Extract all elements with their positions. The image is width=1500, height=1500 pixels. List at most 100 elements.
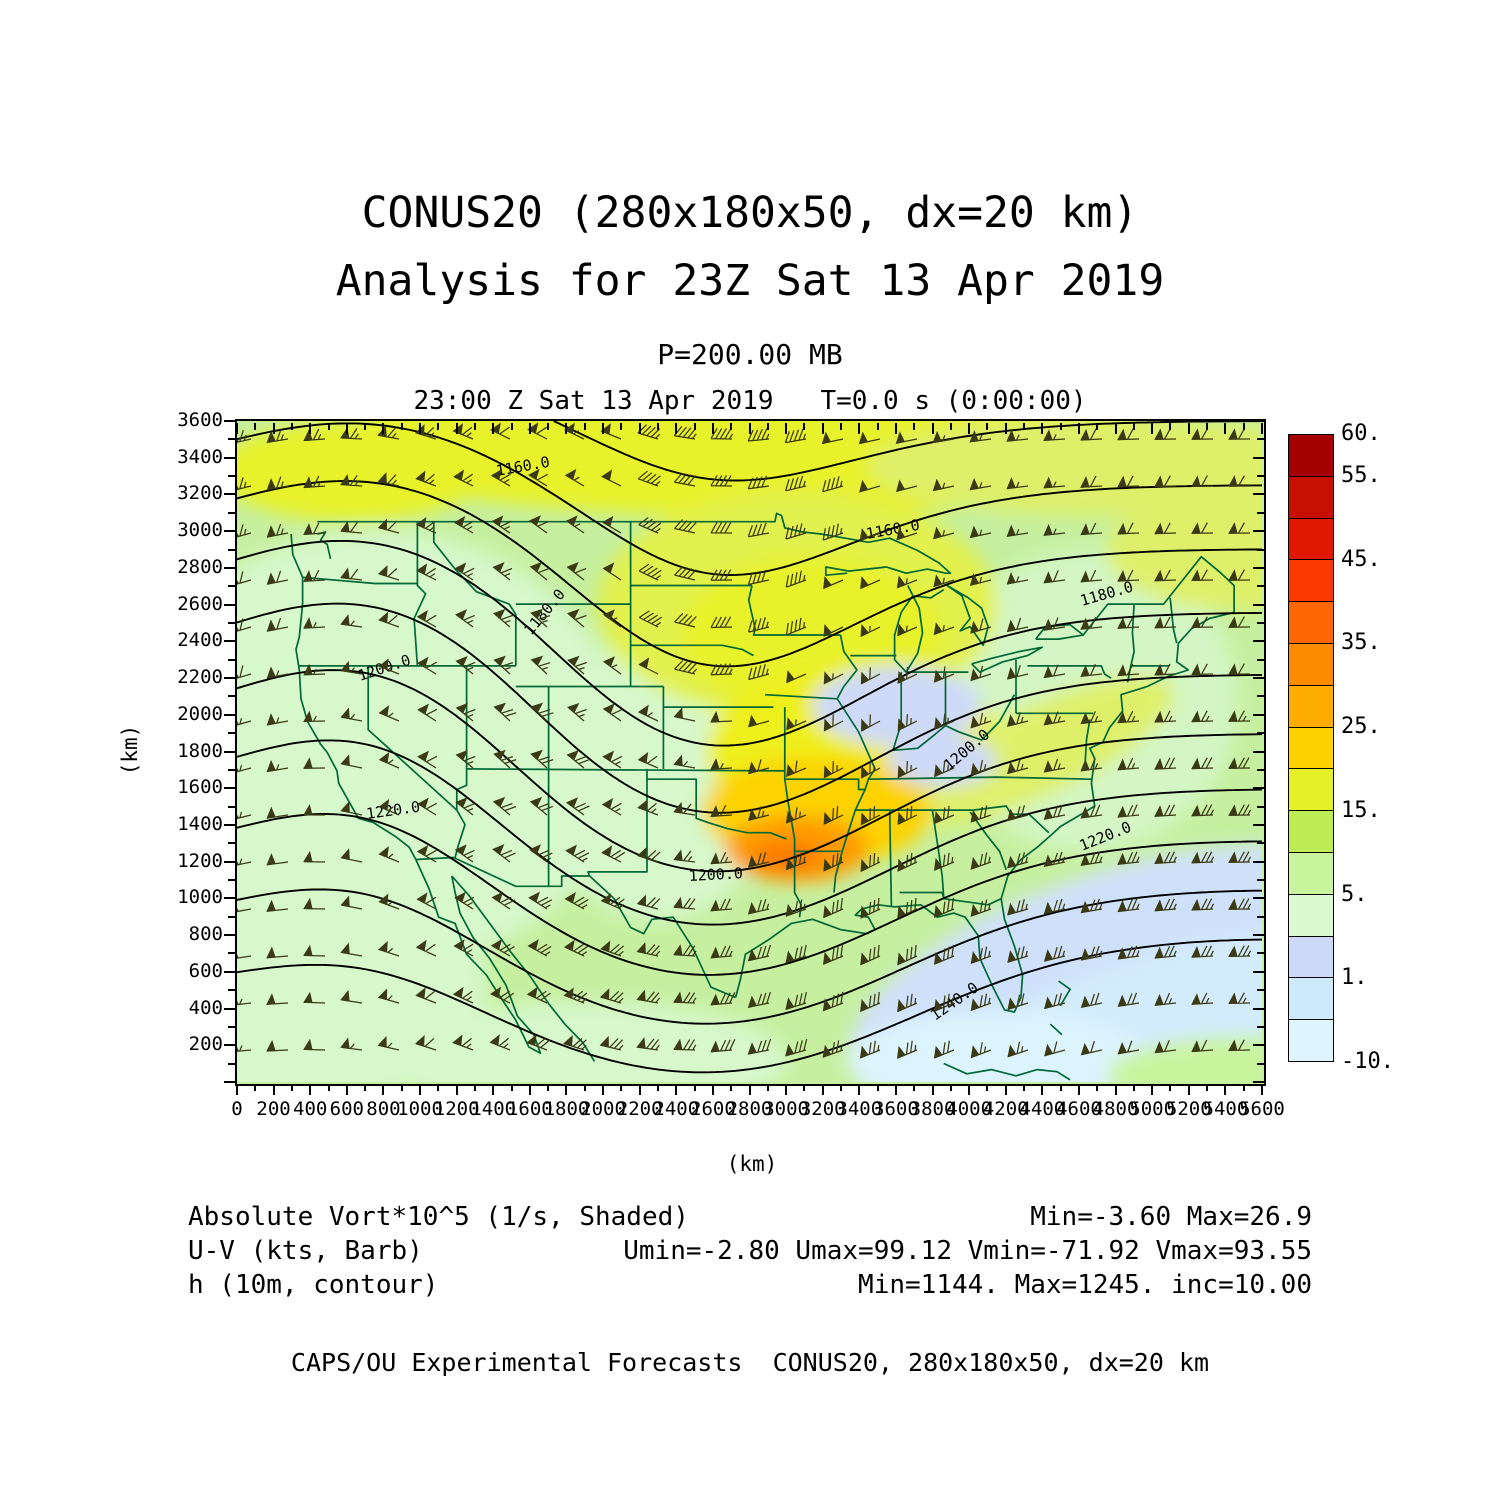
plot-title-line2: Analysis for 23Z Sat 13 Apr 2019 <box>335 256 1165 306</box>
axis-tick <box>693 423 696 430</box>
axis-tick <box>785 423 788 434</box>
height-contours <box>237 421 1262 1074</box>
axis-tick <box>1023 1084 1026 1091</box>
axis-tick <box>1257 585 1264 588</box>
axis-tick <box>1257 952 1264 955</box>
axis-tick <box>858 423 861 434</box>
axis-tick <box>224 787 235 790</box>
axis-tick <box>1023 423 1026 430</box>
x-axis-tick-label: 800 <box>366 1098 401 1120</box>
y-axis-tick-label: 2600 <box>177 592 223 615</box>
axis-tick <box>1253 970 1264 973</box>
axis-tick <box>803 1084 806 1091</box>
legend-shaded-stats: Min=-3.60 Max=26.9 <box>1030 1202 1312 1232</box>
axis-tick <box>364 423 367 430</box>
height-contour-1220 <box>237 813 1262 976</box>
axis-tick <box>986 423 989 430</box>
axis-tick <box>236 1084 238 1095</box>
x-axis-tick-label: 3400 <box>836 1098 883 1120</box>
x-axis-tick-label: 400 <box>293 1098 328 1120</box>
axis-tick <box>693 1084 696 1091</box>
axis-tick <box>602 423 605 434</box>
axis-tick <box>224 897 235 900</box>
axis-tick <box>228 732 235 735</box>
y-axis-tick-label: 1800 <box>177 739 223 762</box>
axis-tick <box>1261 1084 1263 1095</box>
x-axis-tick-label: 1000 <box>397 1098 443 1120</box>
legend-barb-stats: Umin=-2.80 Umax=99.12 Vmin=-71.92 Vmax=9… <box>623 1236 1312 1266</box>
colorbar-tick-label: 35. <box>1341 630 1381 656</box>
axis-tick <box>224 1044 235 1047</box>
colorbar-segment <box>1289 685 1333 728</box>
colorbar-segment <box>1289 852 1333 895</box>
axis-tick <box>228 952 235 955</box>
axis-tick <box>913 1084 916 1091</box>
y-axis-tick-label: 3400 <box>177 445 223 468</box>
axis-tick <box>473 1084 476 1091</box>
axis-tick <box>309 1084 312 1095</box>
axis-tick <box>766 1084 769 1091</box>
y-axis-tick-label: 1200 <box>177 849 223 872</box>
axis-tick <box>1257 621 1264 624</box>
axis-tick <box>1257 475 1264 478</box>
axis-tick <box>437 423 440 430</box>
y-axis-tick-label: 1400 <box>177 812 223 835</box>
legend-block: Absolute Vort*10^5 (1/s, Shaded) Min=-3.… <box>188 1200 1312 1302</box>
colorbar-segment <box>1289 560 1333 603</box>
axis-tick <box>228 1025 235 1028</box>
axis-tick <box>675 1084 678 1095</box>
axis-tick <box>1253 897 1264 900</box>
axis-tick <box>1004 1084 1007 1095</box>
axis-tick <box>309 423 312 434</box>
axis-tick <box>1261 423 1263 434</box>
axis-tick <box>1041 1084 1044 1095</box>
axis-tick <box>419 423 422 434</box>
axis-tick <box>1132 1084 1135 1091</box>
axis-tick <box>224 603 235 606</box>
axis-tick <box>224 493 235 496</box>
axis-tick <box>1151 423 1154 434</box>
axis-tick <box>620 1084 623 1091</box>
axis-tick <box>730 423 733 430</box>
x-axis-title: (km) <box>726 1152 778 1176</box>
axis-tick <box>228 438 235 441</box>
y-axis-tick-label: 200 <box>188 1033 223 1056</box>
y-axis-tick-label: 2200 <box>177 666 223 689</box>
axis-tick <box>1206 423 1209 430</box>
axis-tick <box>1059 423 1062 430</box>
colorbar-segment <box>1289 978 1333 1021</box>
axis-tick <box>711 423 714 434</box>
colorbar-segment <box>1289 518 1333 561</box>
colorbar-segment <box>1289 936 1333 979</box>
x-axis-tick-label: 4000 <box>946 1098 993 1120</box>
colorbar-segment <box>1289 769 1333 812</box>
axis-tick <box>1257 768 1264 771</box>
axis-tick <box>638 1084 641 1095</box>
axis-tick <box>228 805 235 808</box>
x-axis-tick-label: 4800 <box>1092 1098 1139 1120</box>
axis-tick <box>228 621 235 624</box>
colorbar-tick-label: 1. <box>1341 965 1368 991</box>
x-axis-tick-label: 2200 <box>616 1098 663 1120</box>
axis-tick <box>949 423 952 430</box>
axis-tick <box>254 423 257 430</box>
axis-tick <box>528 1084 531 1095</box>
colorbar-segment <box>1289 1020 1333 1061</box>
legend-contour-field: h (10m, contour) <box>188 1270 439 1300</box>
axis-tick <box>1096 1084 1099 1091</box>
x-axis-tick-label: 5600 <box>1239 1098 1285 1120</box>
axis-tick <box>1253 603 1264 606</box>
axis-tick <box>1206 1084 1209 1091</box>
axis-tick <box>986 1084 989 1091</box>
wind-barbs <box>237 422 1252 1059</box>
axis-tick <box>224 823 235 826</box>
axis-tick <box>656 423 659 430</box>
axis-tick <box>224 566 235 569</box>
axis-tick <box>876 423 879 430</box>
y-axis-tick-label: 2000 <box>177 702 223 725</box>
x-axis-tick-label: 0 <box>231 1098 243 1120</box>
axis-tick <box>547 1084 550 1091</box>
x-axis-tick-label: 1600 <box>506 1098 553 1120</box>
axis-tick <box>1253 1081 1264 1083</box>
pressure-level-label: P=200.00 MB <box>657 338 843 371</box>
